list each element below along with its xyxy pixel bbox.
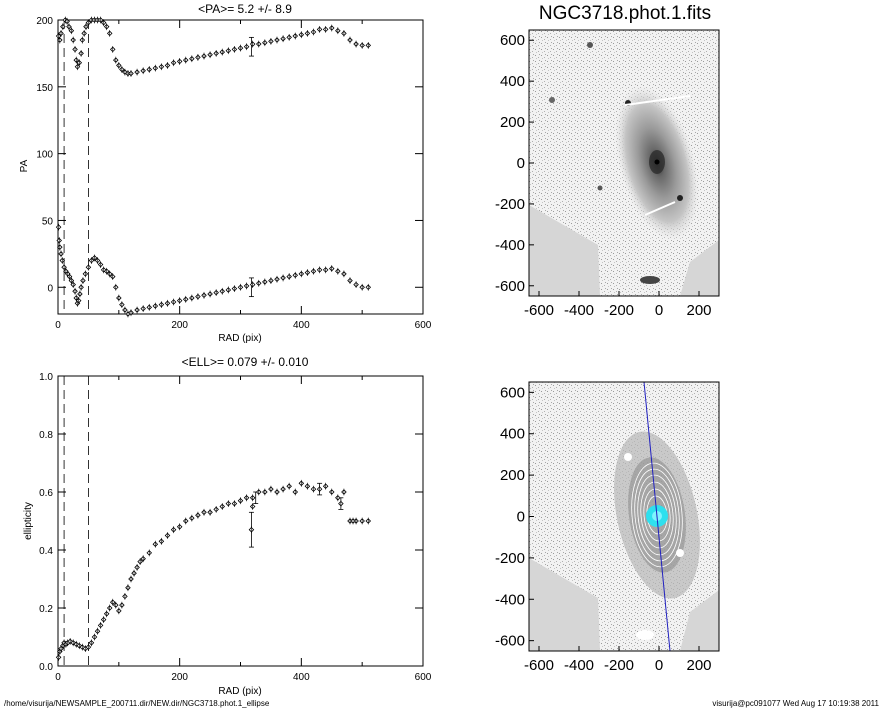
ell-x-ticks: 0 200 400 600 — [55, 376, 432, 683]
ell-y-tick-label: 0.4 — [39, 546, 53, 557]
ell-y-tick-label: 1.0 — [39, 372, 53, 383]
pa-x-ticks: 0 200 400 600 — [55, 20, 432, 331]
isophote-y-tick-label: 0 — [517, 509, 525, 526]
ell-title: <ELL>= 0.079 +/- 0.010 — [182, 355, 309, 369]
fits-x-tick-label: -400 — [564, 302, 594, 319]
isophote-y-tick-label: 200 — [500, 467, 525, 484]
ell-x-tick-label: 400 — [293, 672, 310, 683]
pa-error-bars — [248, 36, 254, 298]
isophote-x-tick-label: -600 — [524, 657, 554, 674]
isophote-x-tick-label: -200 — [604, 657, 634, 674]
isophote-x-tick-label: 0 — [655, 657, 663, 674]
ell-x-axis-label: RAD (pix) — [218, 686, 261, 697]
pa-plot-frame — [57, 19, 424, 315]
fits-y-tick-label: -600 — [495, 278, 525, 295]
fits-image-x-ticks: -600 -400 -200 0 200 — [524, 291, 712, 319]
ell-y-ticks: 0.0 0.2 0.4 0.6 0.8 1.0 — [39, 372, 423, 673]
isophote-y-tick-label: 600 — [500, 384, 525, 401]
fits-image-y-ticks: 600 400 200 0 -200 -400 -600 — [495, 32, 534, 295]
isophote-y-tick-label: -200 — [495, 550, 525, 567]
pa-x-tick-label: 400 — [293, 320, 310, 331]
pa-y-axis-label: PA — [19, 159, 30, 172]
ell-x-tick-label: 600 — [415, 672, 432, 683]
pa-y-ticks: 0 50 100 150 200 — [36, 16, 423, 294]
pa-y-tick-label: 100 — [36, 150, 53, 161]
fits-x-tick-label: 0 — [655, 302, 663, 319]
pa-x-tick-label: 200 — [171, 320, 188, 331]
pa-x-axis-label: RAD (pix) — [218, 333, 261, 344]
fits-y-tick-label: 200 — [500, 114, 525, 131]
ell-x-tick-label: 200 — [171, 672, 188, 683]
pa-y-tick-label: 200 — [36, 16, 53, 27]
ell-x-tick-label: 0 — [55, 672, 61, 683]
fits-y-tick-label: -200 — [495, 196, 525, 213]
fits-y-tick-label: 0 — [517, 155, 525, 172]
ell-vlines — [63, 376, 89, 666]
footer-timestamp: visurija@pc091077 Wed Aug 17 10:19:38 20… — [712, 699, 879, 708]
ell-y-tick-label: 0.0 — [39, 662, 53, 673]
fits-y-tick-label: -400 — [495, 237, 525, 254]
isophote-x-ticks: -600 -400 -200 0 200 — [524, 646, 712, 674]
pa-y-tick-label: 50 — [42, 216, 54, 227]
isophote-y-ticks: 600 400 200 0 -200 -400 -600 — [495, 384, 534, 650]
pa-y-tick-label: 150 — [36, 83, 53, 94]
isophote-y-tick-label: 400 — [500, 426, 525, 443]
galaxy-image — [529, 30, 719, 296]
isophote-x-tick-label: 200 — [686, 657, 711, 674]
isophote-y-tick-label: -400 — [495, 591, 525, 608]
pa-direction-line — [643, 382, 671, 651]
pa-title: <PA>= 5.2 +/- 8.9 — [198, 2, 292, 16]
fits-image-panel: NGC3718.phot.1.fits -600 -400 -200 0 200 600… — [495, 3, 720, 319]
ell-y-tick-label: 0.6 — [39, 488, 53, 499]
fits-image-title: NGC3718.phot.1.fits — [539, 3, 711, 24]
isophote-x-tick-label: -400 — [564, 657, 594, 674]
ell-y-tick-label: 0.2 — [39, 604, 53, 615]
pa-panel: <PA>= 5.2 +/- 8.9 0 200 400 600 0 50 100 150 20… — [19, 2, 432, 344]
fits-x-tick-label: 200 — [686, 302, 711, 319]
fits-x-tick-label: -200 — [604, 302, 634, 319]
pa-y-tick-label: 0 — [47, 283, 53, 294]
isophote-image-panel: -600 -400 -200 0 200 600 400 200 0 -200 -400 -600 — [495, 381, 720, 674]
fits-x-tick-label: -600 — [524, 302, 554, 319]
ellipticity-panel: <ELL>= 0.079 +/- 0.010 0 200 400 600 0.0 0.2… — [23, 355, 432, 697]
fits-y-tick-label: 400 — [500, 73, 525, 90]
fits-y-tick-label: 600 — [500, 32, 525, 49]
pa-x-tick-label: 600 — [415, 320, 432, 331]
footer-path: /home/visurija/NEWSAMPLE_200711.dir/NEW.… — [4, 699, 270, 708]
ell-data-points — [55, 479, 372, 661]
pa-data-points — [55, 16, 372, 318]
isophote-image — [529, 382, 719, 651]
ell-y-axis-label: ellipticity — [23, 502, 34, 540]
ell-y-tick-label: 0.8 — [39, 430, 53, 441]
isophote-y-tick-label: -600 — [495, 633, 525, 650]
pa-vlines — [63, 20, 89, 314]
pa-x-tick-label: 0 — [55, 320, 61, 331]
